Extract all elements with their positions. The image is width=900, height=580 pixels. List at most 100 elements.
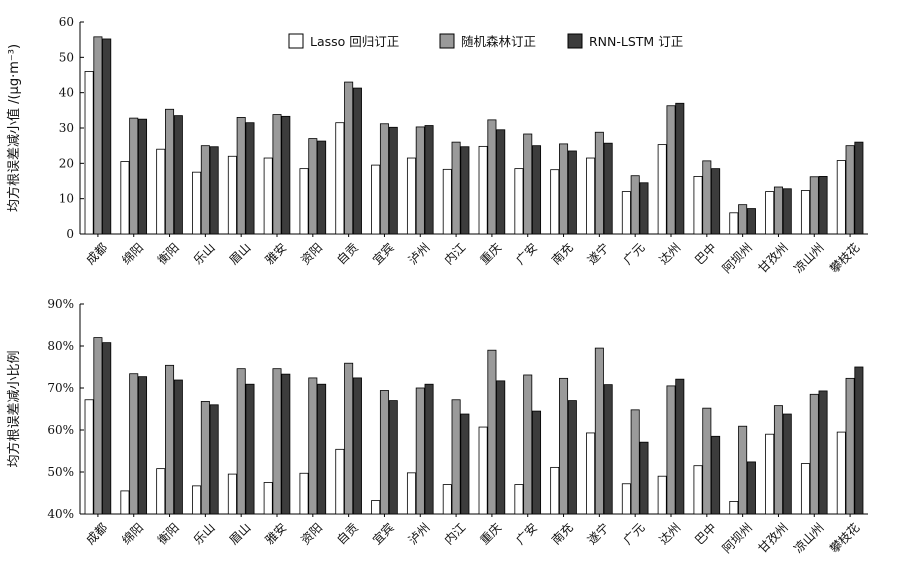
bar-rnn-lstm: [854, 141, 864, 235]
bar-rnn-lstm: [245, 383, 255, 515]
bar-rnn-lstm: [818, 176, 828, 235]
x-tick-label: 重庆: [477, 520, 504, 547]
bar-lasso: [406, 157, 416, 235]
x-tick-label: 资阳: [298, 520, 325, 547]
x-tick-label: 阿坝州: [720, 240, 755, 275]
bar-rnn-lstm: [496, 129, 506, 235]
bar-rnn-lstm: [424, 125, 434, 235]
bar-random-forest: [594, 131, 604, 235]
bar-rnn-lstm: [746, 461, 756, 515]
bar-lasso: [586, 432, 596, 515]
bar-rnn-lstm: [173, 115, 183, 235]
x-tick-label: 遂宁: [584, 520, 612, 548]
y-tick-label: 70%: [47, 381, 74, 395]
bar-random-forest: [379, 390, 389, 515]
bar-lasso: [765, 191, 775, 235]
legend-label-lasso: Lasso 回归订正: [310, 34, 399, 49]
bar-random-forest: [236, 368, 246, 515]
bar-lasso: [120, 490, 130, 515]
bar-lasso: [550, 169, 560, 235]
x-tick-label: 达州: [656, 520, 683, 547]
x-tick-label: 衡阳: [155, 240, 182, 267]
x-tick-label: 自贡: [334, 240, 361, 267]
bar-lasso: [120, 161, 130, 235]
bar-lasso: [836, 431, 846, 515]
panel-top-reduction-value: 0 10 20 30 40 50 60 均方根误差减小值 /(μg·m⁻³) 成都 绵阳 衡阳 乐山眉…: [6, 15, 868, 276]
bar-lasso: [335, 448, 345, 515]
legend-swatch-rnn-lstm: [567, 33, 583, 49]
x-tick-label: 巴中: [692, 520, 720, 548]
bar-rnn-lstm: [675, 378, 685, 515]
x-tick-label: 宜宾: [369, 520, 397, 548]
bar-random-forest: [487, 349, 497, 515]
bar-lasso: [442, 484, 452, 515]
bar-random-forest: [738, 204, 748, 235]
bar-lasso: [550, 466, 560, 515]
bar-rnn-lstm: [711, 435, 721, 515]
bar-rnn-lstm: [460, 146, 470, 235]
bar-lasso: [800, 463, 810, 515]
x-tick-label: 眉山: [227, 520, 254, 547]
x-tick-label: 内江: [442, 240, 469, 267]
bar-lasso: [657, 144, 667, 235]
bar-random-forest: [559, 143, 569, 235]
bar-lasso: [586, 157, 596, 235]
x-tick-label: 广安: [512, 520, 540, 548]
bar-lasso: [800, 190, 810, 235]
bar-lasso: [192, 485, 202, 515]
x-tick-label: 甘孜州: [755, 520, 790, 555]
bar-rnn-lstm: [388, 126, 398, 235]
x-tick-label: 眉山: [227, 240, 254, 267]
bar-rnn-lstm: [603, 384, 613, 515]
bar-lasso: [478, 145, 488, 235]
x-tick-label: 攀枝花: [826, 520, 862, 556]
bar-random-forest: [630, 409, 640, 515]
x-tick-label: 雅安: [262, 240, 290, 268]
y-tick-label: 30: [59, 121, 74, 135]
bar-random-forest: [451, 141, 461, 235]
bar-random-forest: [415, 387, 425, 515]
bar-random-forest: [308, 138, 318, 235]
bar-lasso: [514, 168, 524, 235]
x-tick-label: 衡阳: [155, 520, 182, 547]
bar-rnn-lstm: [352, 87, 362, 235]
bar-lasso: [765, 433, 775, 515]
bar-random-forest: [344, 81, 354, 235]
bar-random-forest: [487, 119, 497, 235]
bar-lasso: [657, 475, 667, 515]
bar-lasso: [335, 122, 345, 235]
y-tick-label: 0: [66, 227, 74, 241]
bar-rnn-lstm: [138, 376, 148, 515]
bar-lasso: [227, 473, 237, 515]
bar-random-forest: [630, 175, 640, 235]
bar-random-forest: [200, 145, 210, 235]
x-tick-label: 绵阳: [119, 520, 146, 547]
bar-rnn-lstm: [352, 377, 362, 515]
bar-rnn-lstm: [102, 38, 112, 235]
x-tick-label: 广安: [512, 240, 540, 268]
legend-label-rnn-lstm: RNN-LSTM 订正: [589, 34, 683, 49]
bar-rnn-lstm: [281, 373, 291, 515]
bar-rnn-lstm: [711, 168, 721, 235]
bar-lasso: [371, 500, 381, 515]
bar-random-forest: [93, 337, 103, 515]
bar-random-forest: [379, 123, 389, 235]
x-tick-label: 南充: [548, 240, 576, 268]
bar-random-forest: [809, 176, 819, 235]
y-tick-label: 40: [59, 86, 74, 100]
bar-lasso: [442, 168, 452, 235]
bar-random-forest: [129, 373, 139, 515]
bar-lasso: [514, 484, 524, 515]
panel-bottom-reduction-ratio: 40% 50% 60% 70% 80% 90% 均方根误差减小比例成都 绵阳 衡阳 乐山 眉山 雅安资…: [6, 297, 868, 556]
bar-rnn-lstm: [317, 383, 327, 515]
bar-lasso: [406, 472, 416, 515]
bar-rnn-lstm: [102, 342, 112, 515]
bar-rnn-lstm: [567, 150, 577, 235]
x-tick-label: 凉山州: [791, 240, 827, 276]
bar-random-forest: [415, 126, 425, 235]
y-axis-label: 均方根误差减小比例: [6, 350, 22, 467]
bar-lasso: [263, 482, 273, 515]
bar-rnn-lstm: [603, 142, 613, 235]
x-tick-label: 资阳: [298, 240, 325, 267]
